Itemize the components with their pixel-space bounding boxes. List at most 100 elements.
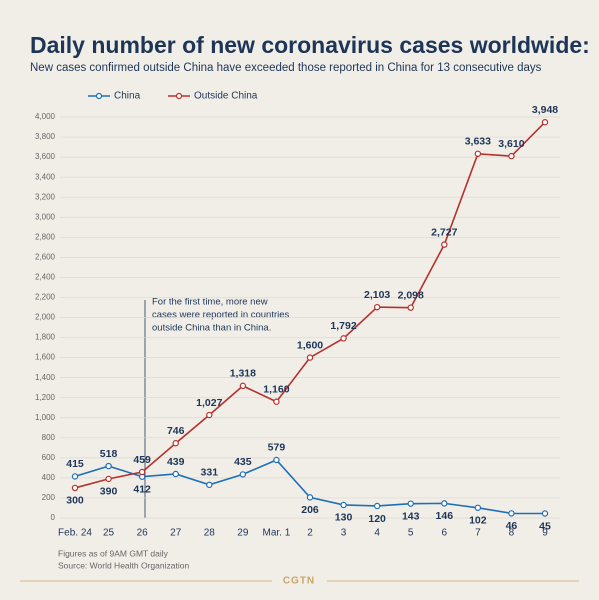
data-point [340,335,347,342]
y-tick-label: 600 [42,453,56,462]
data-label: 146 [436,510,454,522]
footnote: Source: World Health Organization [58,560,189,570]
data-label: 459 [133,454,151,466]
data-label: 746 [167,425,185,437]
y-tick-label: 2,200 [35,293,56,302]
y-tick-label: 3,200 [35,192,56,201]
data-point [206,481,213,489]
data-point [407,500,414,507]
x-tick-label: 26 [137,528,149,539]
data-point [541,510,549,517]
y-tick-label: 0 [51,513,56,522]
y-tick-label: 800 [42,433,56,442]
y-tick-label: 2,400 [35,273,56,282]
data-point [239,471,247,478]
annotation: cases were reported in countries [152,310,290,321]
y-tick-label: 2,000 [35,313,56,322]
brand: CGTN [283,576,315,587]
data-label: 143 [402,510,420,522]
data-label: 2,098 [398,289,424,301]
data-point [340,501,347,509]
data-label: 331 [201,467,219,479]
data-point [508,152,515,160]
data-label: 46 [506,520,518,532]
data-point [273,398,280,405]
data-point [373,502,381,510]
data-point [105,475,112,483]
data-point [172,470,179,478]
data-point [508,510,515,517]
x-tick-label: 29 [237,528,249,539]
y-tick-label: 4,000 [35,112,56,121]
legend-label: Outside China [194,91,258,102]
legend-marker [175,92,183,100]
data-label: 120 [368,513,386,525]
data-label: 300 [66,495,84,507]
data-label: 412 [133,483,151,495]
x-tick-label: Feb. 24 [58,528,92,539]
data-label: 2,103 [364,289,390,301]
y-tick-label: 1,800 [35,333,56,342]
y-tick-label: 3,600 [35,152,56,161]
x-tick-label: 4 [374,528,380,539]
data-point [71,484,79,492]
data-label: 2,727 [431,226,457,238]
data-label: 390 [100,486,118,498]
y-tick-label: 1,000 [35,413,56,422]
x-tick-label: 9 [542,528,548,539]
data-point [172,440,179,447]
data-point [273,456,280,464]
data-label: 3,633 [465,136,491,148]
x-tick-label: 28 [204,528,216,539]
data-label: 3,948 [532,104,558,116]
annotation: For the first time, more new [152,297,268,308]
data-label: 518 [100,448,118,460]
x-tick-label: 27 [170,528,182,539]
x-tick-label: 6 [442,528,448,539]
legend-label: China [114,91,141,102]
data-point [441,500,448,507]
data-label: 206 [301,504,319,516]
data-label: 439 [167,456,185,468]
data-point [306,354,314,361]
x-tick-label: 2 [307,528,313,539]
data-label: 415 [66,458,84,470]
footnote: Figures as of 9AM GMT daily [58,548,169,558]
data-point [441,241,448,248]
y-tick-label: 400 [42,473,56,482]
data-point [373,303,381,311]
data-label: 1,318 [230,368,256,380]
data-label: 1,027 [196,397,222,409]
chart-title: Daily number of new coronavirus cases wo… [30,32,590,58]
data-label: 45 [539,520,551,532]
annotation: outside China than in China. [152,323,271,334]
data-point [138,468,146,476]
y-tick-label: 3,000 [35,212,56,221]
data-label: 130 [335,512,353,524]
y-tick-label: 3,400 [35,172,56,181]
x-tick-label: 25 [103,528,115,539]
y-tick-label: 2,600 [35,252,56,261]
data-label: 435 [234,456,252,468]
data-point [306,494,314,501]
data-point [71,473,79,480]
y-tick-label: 200 [42,493,56,502]
data-point [474,504,482,511]
data-point [407,304,414,311]
x-tick-label: Mar. 1 [263,528,291,539]
x-tick-label: 7 [475,528,481,539]
chart-subtitle: New cases confirmed outside China have e… [30,62,542,74]
data-point [474,150,482,157]
y-tick-label: 2,800 [35,232,56,241]
x-tick-label: 8 [509,528,515,539]
y-tick-label: 1,600 [35,353,56,362]
data-label: 102 [469,515,487,527]
data-label: 579 [268,442,286,454]
y-tick-label: 1,400 [35,373,56,382]
x-tick-label: 5 [408,528,414,539]
data-label: 1,792 [330,320,356,332]
data-point [239,382,247,390]
data-point [105,462,112,470]
